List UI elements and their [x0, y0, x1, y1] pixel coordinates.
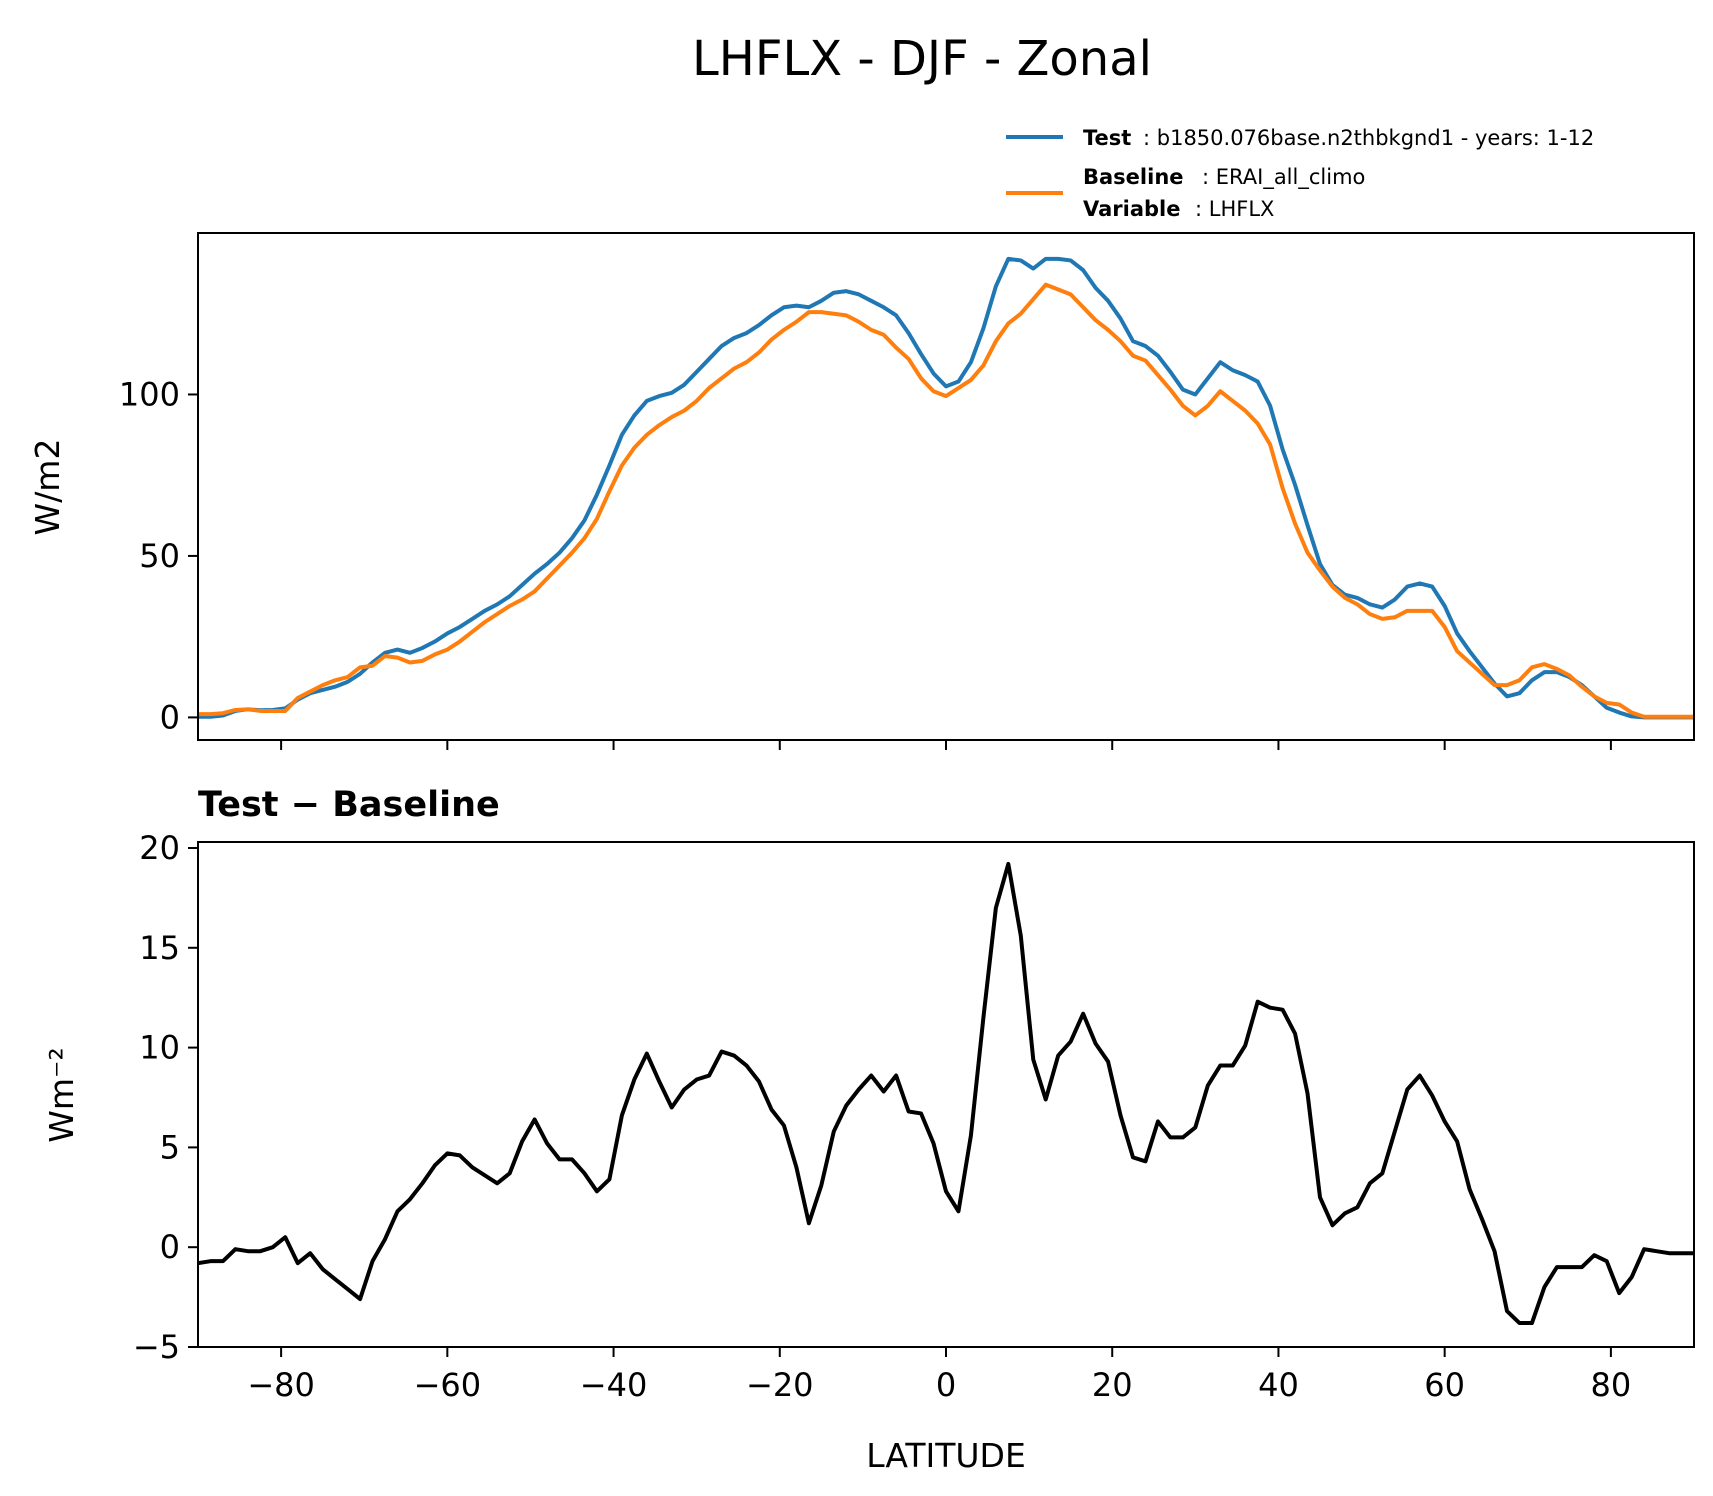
top-y-axis: 0 50 100	[119, 375, 198, 736]
legend: Test : b1850.076base.n2thbkgnd1 - years:…	[1006, 126, 1594, 221]
bottom-x-tick-label: 60	[1424, 1366, 1465, 1404]
figure-title: LHFLX - DJF - Zonal	[692, 31, 1152, 87]
bottom-y-tick-label: −5	[133, 1328, 180, 1366]
bottom-x-tick-label: −40	[580, 1366, 648, 1404]
bottom-y-tick-label: 5	[160, 1128, 180, 1166]
top-series-group	[198, 256, 1694, 720]
bottom-y-tick-label: 20	[139, 829, 180, 867]
legend-baseline-label: Baseline	[1083, 165, 1184, 189]
bottom-x-tick-label: −20	[746, 1366, 814, 1404]
bottom-x-tick-label: −60	[414, 1366, 482, 1404]
bottom-x-tick-label: 0	[936, 1366, 956, 1404]
bottom-y-axis-label: Wm⁻²	[42, 1047, 81, 1142]
top-series-line-test	[198, 256, 1694, 720]
bottom-x-tick-label: 80	[1591, 1366, 1632, 1404]
bottom-y-tick-label: 0	[160, 1228, 180, 1266]
bottom-y-tick-label: 15	[139, 929, 180, 967]
bottom-y-tick-label: 10	[139, 1029, 180, 1067]
legend-variable-label: Variable	[1083, 197, 1180, 221]
bottom-x-tick-label: 40	[1258, 1366, 1299, 1404]
top-y-tick-label: 50	[139, 537, 180, 575]
legend-variable-text: : LHFLX	[1195, 197, 1274, 221]
bottom-y-axis: −5 0 5 10 15 20	[133, 829, 198, 1366]
top-y-tick-label: 100	[119, 375, 180, 413]
bottom-series-line-diff	[198, 861, 1694, 1326]
bottom-x-tick-label: 20	[1092, 1366, 1133, 1404]
bottom-panel: Test − Baseline −5 0 5 10 15 20 −80 −60 −40 −20 0…	[42, 785, 1695, 1475]
legend-baseline-text: : ERAI_all_climo	[1202, 165, 1365, 190]
legend-test-label: Test	[1083, 126, 1131, 150]
bottom-x-tick-label: −80	[247, 1366, 315, 1404]
top-y-tick-label: 0	[160, 698, 180, 736]
top-y-axis-label: W/m2	[28, 439, 67, 536]
bottom-series-group	[198, 861, 1694, 1326]
top-series-line-baseline	[198, 282, 1694, 719]
legend-test-text: : b1850.076base.n2thbkgnd1 - years: 1-12	[1143, 126, 1594, 150]
bottom-x-axis: −80 −60 −40 −20 0 20 40 60 80	[247, 1347, 1631, 1404]
top-panel: 0 50 100 W/m2	[28, 232, 1695, 750]
bottom-x-axis-label: LATITUDE	[866, 1436, 1026, 1475]
bottom-panel-title: Test − Baseline	[198, 785, 500, 825]
top-x-axis	[280, 740, 1612, 750]
